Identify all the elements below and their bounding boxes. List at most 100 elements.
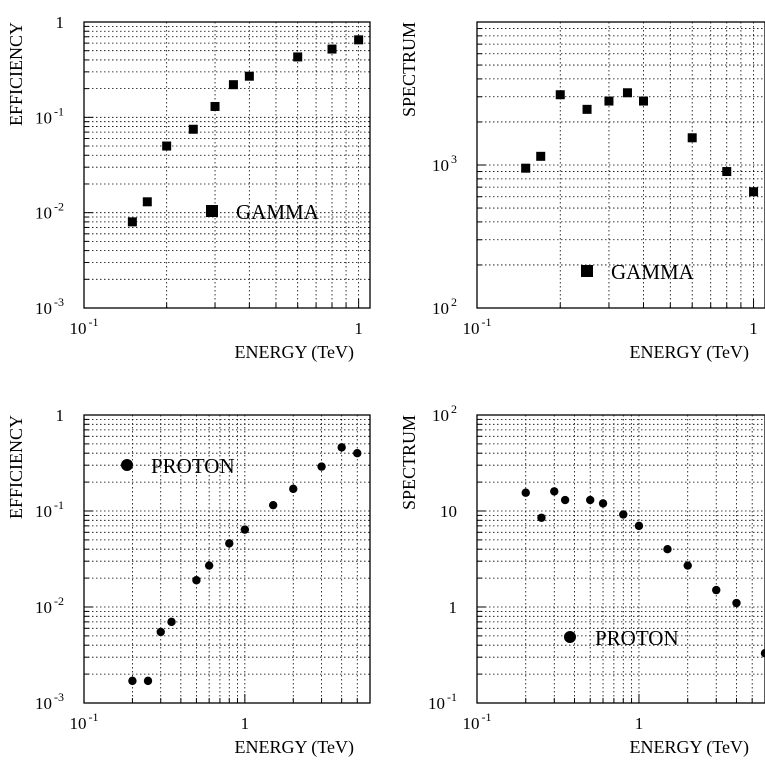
data-series	[521, 88, 759, 197]
data-point	[598, 499, 608, 508]
data-point	[293, 52, 303, 62]
data-point	[327, 44, 337, 54]
x-axis-title: ENERGY (TeV)	[629, 737, 749, 758]
y-axis-title: SPECTRUM	[399, 415, 419, 510]
legend: GAMMA	[206, 200, 320, 224]
data-point	[128, 676, 137, 686]
data-point	[143, 676, 153, 686]
x-axis-title: ENERGY (TeV)	[234, 737, 354, 758]
plot-frame	[476, 21, 765, 309]
y-tick-label: 1	[449, 598, 458, 617]
data-point	[760, 649, 765, 658]
grid	[84, 415, 370, 703]
y-axis-title: EFFICIENCY	[6, 415, 26, 519]
data-point	[521, 163, 531, 173]
data-series	[128, 443, 362, 686]
x-tick-label: 10 -1	[463, 315, 492, 338]
x-tick-label: 10 -1	[70, 710, 99, 733]
grid	[84, 22, 370, 308]
y-tick-label: 10 -2	[35, 594, 64, 617]
data-point	[663, 545, 672, 554]
y-tick-label: 10 -1	[35, 104, 64, 127]
x-tick-label: 1	[749, 319, 758, 338]
data-point	[619, 510, 628, 519]
data-point	[722, 167, 732, 177]
x-tick-label: 10 -1	[70, 315, 99, 338]
legend-label: PROTON	[151, 454, 235, 478]
data-point	[142, 197, 152, 207]
chart-panel-3: 10 -3 10 -2 10 -1 1 10 -1 1 ENERGY (TeV) EFFICIENCY…	[6, 406, 371, 758]
data-point	[586, 495, 595, 505]
data-point	[537, 513, 546, 522]
data-point	[317, 462, 326, 471]
legend: PROTON	[564, 626, 679, 650]
data-series	[127, 35, 364, 227]
x-tick-label: 1	[635, 714, 644, 733]
y-tick-label: 1	[56, 13, 65, 32]
legend-label: GAMMA	[611, 260, 695, 284]
plot-frame	[83, 414, 371, 704]
data-point	[244, 71, 254, 81]
data-point	[156, 627, 165, 637]
data-point	[240, 525, 250, 534]
y-tick-label: 10 3	[432, 152, 457, 175]
data-point	[634, 521, 644, 531]
y-tick-label: 10 -2	[35, 200, 64, 223]
data-point	[188, 124, 198, 134]
legend-marker	[564, 631, 576, 643]
data-point	[289, 484, 298, 494]
x-axis-title: ENERGY (TeV)	[234, 342, 354, 363]
data-point	[127, 217, 137, 227]
data-series	[521, 487, 765, 658]
data-point	[225, 539, 234, 548]
x-tick-label: 10 -1	[463, 710, 492, 733]
chart-panel-4: 10 -1 1 10 10 2 10 -1 1 ENERGY (TeV) SPECTRUM PROTO…	[399, 402, 765, 758]
legend-marker	[121, 459, 133, 471]
y-tick-label: 10 -3	[35, 690, 64, 713]
plot-frame	[476, 414, 765, 704]
legend-marker	[581, 265, 593, 277]
y-axis-title: EFFICIENCY	[6, 22, 26, 126]
data-point	[228, 80, 238, 90]
data-point	[337, 443, 346, 452]
data-point	[354, 35, 364, 45]
axis-ticks	[476, 418, 765, 704]
axis-ticks	[83, 25, 360, 309]
data-point	[639, 96, 649, 106]
x-tick-label: 1	[354, 319, 363, 338]
legend: GAMMA	[581, 260, 695, 284]
y-tick-label: 10 -3	[35, 295, 64, 318]
x-axis-title: ENERGY (TeV)	[629, 342, 749, 363]
data-point	[167, 617, 176, 627]
data-point	[204, 561, 214, 570]
grid	[477, 415, 765, 703]
data-point	[555, 90, 565, 100]
y-tick-label: 10 2	[432, 402, 457, 425]
data-point	[162, 141, 172, 151]
legend-label: PROTON	[595, 626, 679, 650]
y-tick-label: 10 -1	[428, 690, 457, 713]
y-tick-label: 10 -1	[35, 498, 64, 521]
data-point	[353, 449, 362, 458]
x-tick-label: 1	[241, 714, 250, 733]
data-point	[749, 187, 759, 197]
data-point	[622, 88, 632, 98]
data-point	[550, 487, 559, 496]
data-point	[732, 598, 741, 608]
y-tick-label: 1	[56, 406, 65, 425]
y-axis-title: SPECTRUM	[399, 22, 419, 117]
legend: PROTON	[121, 454, 235, 478]
data-point	[521, 488, 530, 497]
data-point	[210, 101, 220, 111]
data-point	[560, 495, 570, 505]
plot-frame	[83, 21, 371, 309]
grid	[477, 22, 765, 308]
legend-marker	[206, 205, 218, 217]
data-point	[604, 96, 614, 106]
legend-label: GAMMA	[236, 200, 320, 224]
y-tick-label: 10	[440, 502, 457, 521]
data-point	[268, 500, 278, 510]
